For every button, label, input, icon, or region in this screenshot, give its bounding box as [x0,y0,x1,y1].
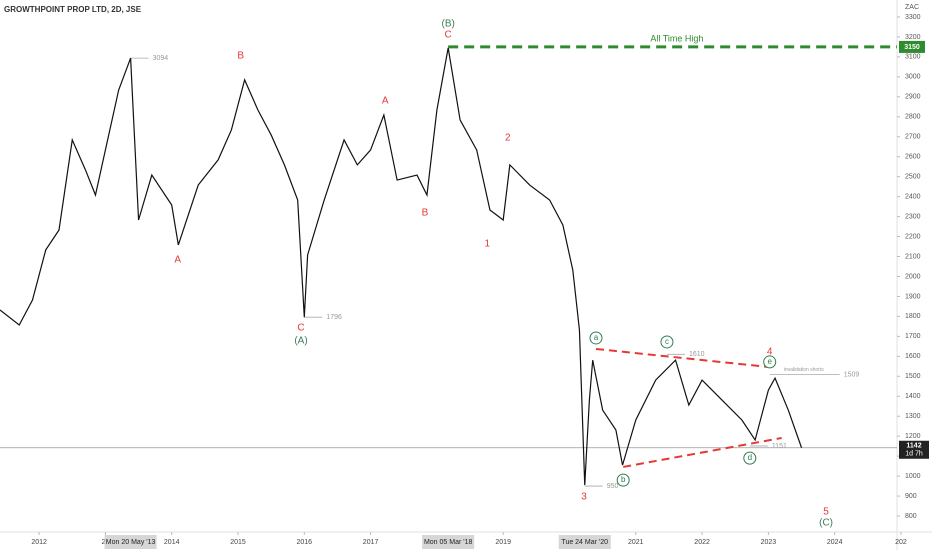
wave-label: d [748,453,752,462]
ath-label: All Time High [650,33,703,43]
wave-label: b [621,475,626,484]
y-tick-label: 3000 [905,74,921,81]
y-tick-label: 1800 [905,313,921,320]
wave-label: A [174,255,181,266]
x-marker-label: Tue 24 Mar '20 [561,539,608,546]
y-tick-label: 1300 [905,413,921,420]
x-marker-box [422,535,475,549]
x-tick-label: 2019 [495,539,511,546]
wave-circle [616,473,630,487]
trendline [595,347,768,368]
wave-label: a [594,333,599,342]
y-tick-label: 1500 [905,373,921,380]
x-marker-box [104,535,157,549]
level-label: 1610 [689,351,705,358]
x-tick-label: 2016 [297,539,313,546]
level-label: 950 [607,483,619,490]
wave-circle [660,335,674,349]
x-tick-label: 202 [895,539,907,546]
y-tick-label: 2000 [905,273,921,280]
wave-label: (A) [294,336,307,347]
y-tick-label: 3200 [905,34,921,41]
unit-label: ZAC [905,4,919,11]
wave-label: B [422,208,429,219]
x-marker-label: Mon 05 Mar '18 [424,539,473,546]
level-note: invalidation shorts [784,367,825,373]
wave-label: C [297,323,304,334]
last-price-label: 1142 [906,443,921,450]
x-tick-label: 2015 [230,539,246,546]
y-tick-label: 900 [905,493,917,500]
wave-label: B [237,51,244,62]
y-tick-label: 2500 [905,174,921,181]
wave-label: C [445,30,452,41]
price-line [0,47,803,486]
x-tick-label: 2024 [827,539,843,546]
y-tick-label: 3300 [905,14,921,21]
y-tick-label: 2800 [905,114,921,121]
y-tick-label: 1000 [905,473,921,480]
last-price-box [899,440,929,459]
wave-circle [763,355,777,369]
x-marker-label: Mon 20 May '13 [106,539,156,546]
wave-label: 5 [823,507,829,518]
chart-title: GROWTHPOINT PROP LTD, 2D, JSE [4,5,142,14]
y-tick-label: 2200 [905,233,921,240]
wave-label: c [665,337,669,346]
y-tick-label: 2600 [905,154,921,161]
wave-label: 1 [485,239,491,250]
y-tick-label: 800 [905,513,917,520]
ath-price-label: 3150 [904,44,920,51]
level-label: 1796 [326,314,342,321]
wave-label: 4 [767,347,773,358]
wave-circle [743,451,757,465]
countdown-label: 1d 7h [905,451,923,458]
y-tick-label: 1700 [905,333,921,340]
x-tick-label: 2021 [628,539,644,546]
wave-label: (C) [819,518,833,529]
x-tick-label: 2023 [761,539,777,546]
y-tick-label: 2700 [905,134,921,141]
x-marker-box [558,535,611,549]
level-label: 1151 [772,443,787,450]
x-tick-label: 2017 [363,539,379,546]
wave-label: A [382,96,389,107]
wave-label: (B) [441,19,454,30]
y-tick-label: 2300 [905,213,921,220]
level-label: 1509 [844,371,860,378]
wave-circle [589,331,603,345]
wave-label: 2 [505,133,511,144]
y-tick-label: 1200 [905,433,921,440]
y-tick-label: 2400 [905,193,921,200]
x-tick-label: 2014 [164,539,180,546]
y-tick-label: 1600 [905,353,921,360]
x-tick-label: 2022 [694,539,710,546]
y-tick-label: 2900 [905,94,921,101]
wave-label: 3 [581,492,587,503]
trendline [623,436,782,468]
y-tick-label: 1900 [905,293,921,300]
y-tick-label: 2100 [905,253,921,260]
wave-label: e [767,357,772,366]
x-tick-label: 2012 [31,539,47,546]
y-tick-label: 3100 [905,54,921,61]
ath-price-box [899,40,925,53]
level-label: 3094 [153,55,169,62]
y-tick-label: 1400 [905,393,921,400]
